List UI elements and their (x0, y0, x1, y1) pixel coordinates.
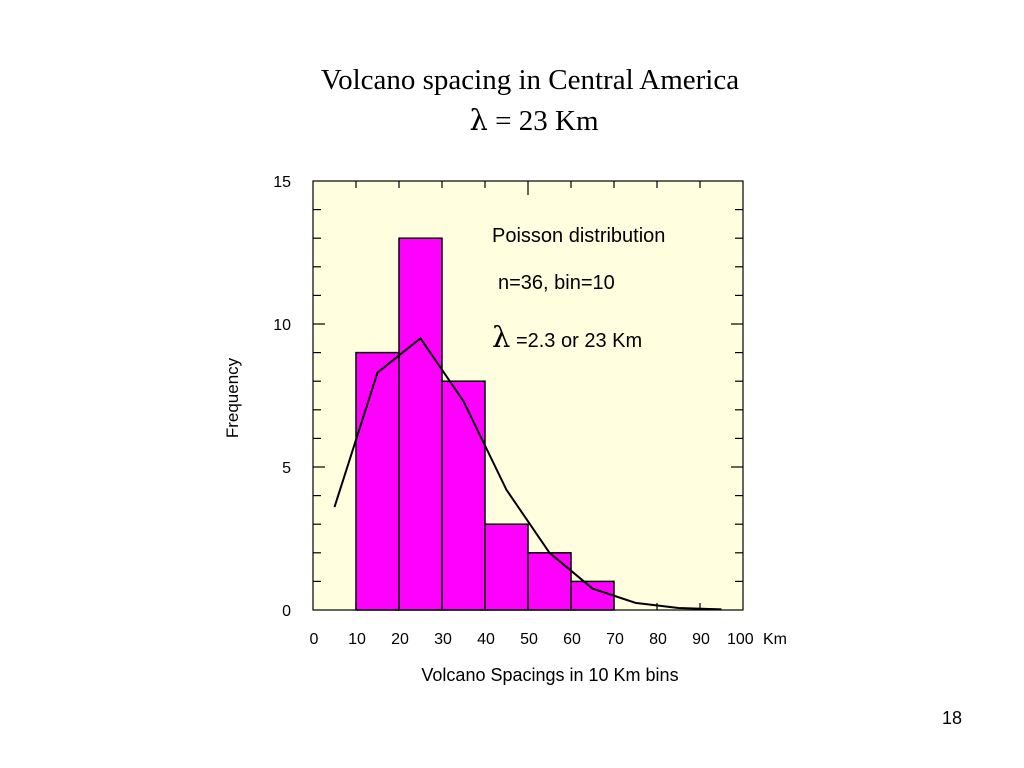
annotation-lambda-symbol: λ (492, 320, 510, 354)
y-axis-label: Frequency (223, 357, 242, 438)
slide-subtitle: λ = 23 Km (0, 102, 1024, 139)
x-tick-label: 0 (310, 631, 319, 648)
histogram-bar (570, 580, 615, 611)
subtitle-value: = 23 Km (487, 105, 599, 137)
histogram-bar (398, 237, 443, 611)
slide-title: Volcano spacing in Central America (320, 64, 740, 96)
y-tick-label: 10 (273, 317, 291, 334)
x-tick-label: 50 (520, 631, 538, 648)
annotation-lambda-value: =2.3 or 23 Km (510, 330, 642, 352)
histogram-bar (484, 523, 529, 611)
histogram-bar (527, 552, 572, 611)
x-tick-label: 60 (563, 631, 581, 648)
x-tick-label: 20 (391, 631, 409, 648)
x-tick-label: 90 (692, 631, 710, 648)
x-tick-label: 40 (477, 631, 495, 648)
x-unit-label: Km (763, 631, 787, 648)
y-tick-label: 0 (282, 603, 291, 620)
x-tick-label: 70 (606, 631, 624, 648)
x-tick-label: 80 (649, 631, 667, 648)
annotation-n-bin: n=36, bin=10 (498, 272, 615, 294)
lambda-symbol: λ (469, 103, 488, 137)
histogram-bar (355, 351, 400, 611)
y-tick-label: 5 (282, 460, 291, 477)
y-tick-label: 15 (273, 174, 291, 191)
x-tick-label: 10 (348, 631, 366, 648)
annotation-poisson: Poisson distribution (492, 225, 665, 247)
x-axis-label: Volcano Spacings in 10 Km bins (421, 665, 678, 685)
annotation-lambda: λ =2.3 or 23 Km (492, 320, 642, 354)
x-tick-label: 30 (434, 631, 452, 648)
page-number: 18 (941, 708, 962, 728)
x-tick-label: 100 (727, 631, 754, 648)
histogram-bar (441, 380, 486, 611)
poisson-curve (333, 336, 722, 611)
plot-frame (312, 180, 744, 611)
